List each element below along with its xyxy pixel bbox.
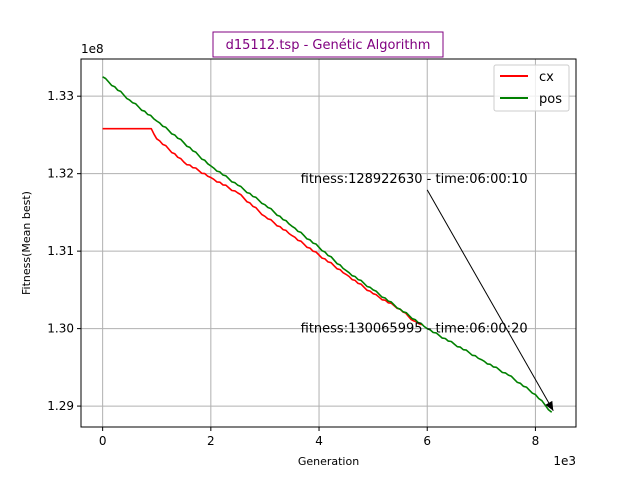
- series-line-pos: [102, 76, 553, 413]
- annotation-text: fitness:128922630 - time:06:00:10: [301, 172, 528, 187]
- y-tick-label: 1.30: [47, 322, 74, 336]
- legend: cx pos: [493, 64, 570, 112]
- series-layer: [102, 76, 553, 413]
- plot-frame: [80, 58, 577, 428]
- legend-label-pos: pos: [539, 92, 562, 107]
- x-tick-label: 8: [532, 434, 540, 448]
- x-axis-label: Generation: [298, 455, 359, 468]
- annotations: fitness:128922630 - time:06:00:10 fitness…: [301, 172, 554, 411]
- y-axis-multiplier: 1e8: [81, 42, 104, 56]
- y-axis-label: Fitness(Mean best): [20, 191, 33, 295]
- x-tick-label: 2: [207, 434, 215, 448]
- annotation-arrow-shaft: [426, 189, 554, 411]
- series-line-cx: [102, 127, 423, 326]
- title-frame: [212, 31, 444, 58]
- annotation-text: fitness:130065995 - time:06:00:20: [301, 321, 528, 336]
- chart-title-box: d15112.tsp - Genétic Algorithm: [212, 31, 444, 58]
- y-tick-label: 1.33: [47, 89, 74, 103]
- x-tick-label: 4: [315, 434, 323, 448]
- y-tick-label: 1.31: [47, 244, 74, 258]
- y-tick-label: 1.32: [47, 167, 74, 181]
- x-tick-label: 0: [99, 434, 107, 448]
- ticks: 0 2 4 6 8 1.29 1.30 1.31 1.32 1.33: [47, 89, 539, 448]
- chart-title: d15112.tsp - Genétic Algorithm: [226, 38, 431, 53]
- y-tick-label: 1.29: [47, 399, 74, 413]
- x-axis-multiplier: 1e3: [553, 454, 576, 468]
- annotation-arrow-head: [545, 400, 554, 411]
- legend-label-cx: cx: [539, 70, 554, 85]
- x-tick-label: 6: [423, 434, 431, 448]
